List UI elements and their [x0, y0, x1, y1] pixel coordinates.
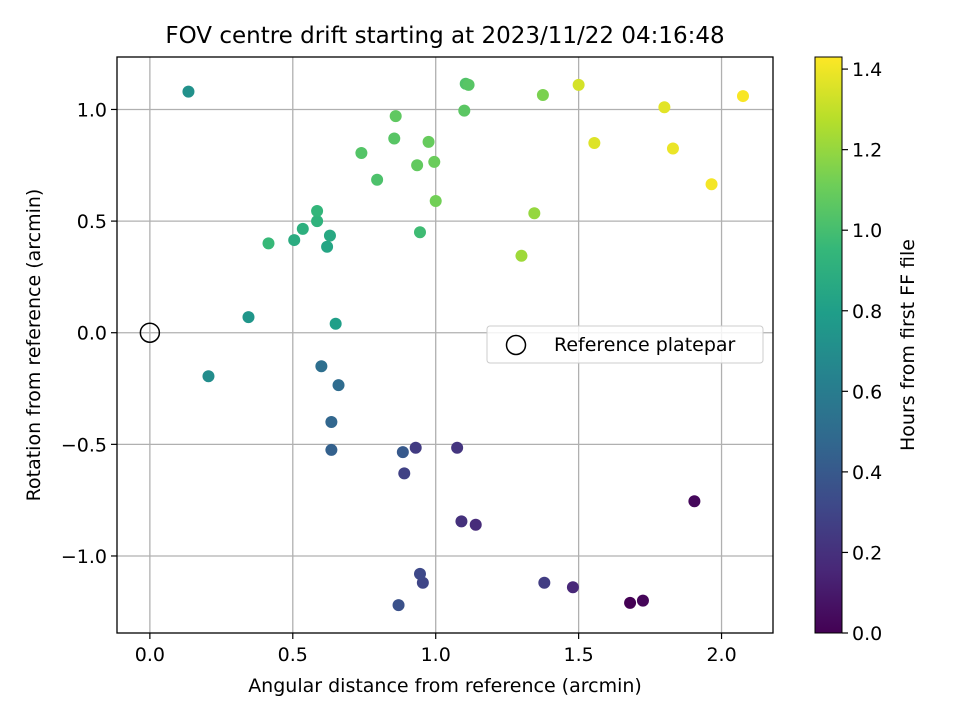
scatter-point	[428, 155, 441, 168]
scatter-point	[413, 226, 426, 239]
scatter-point	[455, 515, 468, 528]
scatter-point	[515, 249, 528, 262]
x-tick-label: 0.0	[135, 644, 165, 666]
scatter-point	[409, 441, 422, 454]
scatter-point	[636, 594, 649, 607]
colorbar-tick-label: 1.2	[852, 140, 882, 162]
y-axis-ticks: −1.0 −0.5 0.0 0.5 1.0	[61, 99, 117, 568]
scatter-point	[311, 205, 324, 218]
scatter-point	[242, 311, 255, 324]
scatter-point	[572, 78, 585, 91]
scatter-point	[736, 90, 749, 103]
legend-entry-reference: Reference platepar	[554, 334, 736, 356]
legend-frame	[486, 325, 764, 364]
x-axis-label: Angular distance from reference (arcmin)	[248, 675, 642, 697]
scatter-point	[388, 132, 401, 145]
y-axis-label: Rotation from reference (arcmin)	[23, 189, 45, 502]
scatter-point	[528, 207, 541, 220]
scatter-point	[666, 142, 679, 155]
x-axis-ticks: 0.0 0.5 1.0 1.5 2.0	[135, 633, 737, 666]
scatter-point	[323, 229, 336, 242]
scatter-point	[469, 518, 482, 531]
y-tick-label: 0.5	[77, 211, 107, 233]
colorbar-tick-label: 0.8	[852, 301, 882, 323]
scatter-point	[296, 222, 309, 235]
scatter-point	[458, 104, 471, 117]
scatter-point	[688, 495, 701, 508]
scatter-point	[355, 147, 368, 159]
y-tick-label: 1.0	[77, 99, 107, 121]
colorbar-tick-label: 0.0	[852, 623, 882, 645]
x-tick-label: 1.0	[421, 644, 451, 666]
plot-frame	[116, 56, 774, 634]
chart-title: FOV centre drift starting at 2023/11/22 …	[165, 23, 724, 49]
scatter-point	[624, 596, 637, 609]
scatter-point	[398, 467, 411, 480]
scatter-point	[315, 360, 328, 373]
scatter-point	[182, 85, 195, 98]
scatter-point	[321, 240, 334, 253]
colorbar	[814, 56, 843, 634]
scatter-point	[202, 370, 215, 383]
scatter-point	[288, 234, 301, 247]
colorbar-ticks: 0.0 0.2 0.4 0.6 0.8 1.0 1.2 1.4	[842, 59, 882, 645]
x-tick-label: 1.5	[564, 644, 594, 666]
scatter-point	[429, 195, 442, 207]
y-tick-label: −0.5	[61, 434, 107, 456]
scatter-point	[332, 379, 345, 392]
scatter-point	[389, 110, 402, 123]
scatter-point	[392, 599, 405, 612]
scatter-point	[588, 136, 601, 149]
scatter-point	[411, 159, 424, 172]
scatter-point	[705, 178, 718, 191]
y-tick-label: −1.0	[61, 546, 107, 568]
x-tick-label: 0.5	[278, 644, 308, 666]
scatter-point	[566, 581, 579, 594]
colorbar-tick-label: 0.2	[852, 542, 882, 564]
scatter-point	[658, 101, 671, 114]
scatter-point	[451, 441, 464, 454]
scatter-point	[422, 135, 435, 148]
legend: Reference platepar	[486, 325, 764, 364]
colorbar-tick-label: 0.6	[852, 381, 882, 403]
scatter-point	[325, 443, 338, 456]
scatter-point	[538, 576, 551, 589]
colorbar-tick-label: 1.0	[852, 220, 882, 242]
scatter-point	[462, 78, 475, 91]
scatter-points	[139, 77, 749, 612]
scatter-point	[396, 446, 409, 459]
y-tick-label: 0.0	[77, 323, 107, 345]
colorbar-tick-label: 1.4	[852, 59, 882, 81]
colorbar-tick-label: 0.4	[852, 462, 882, 484]
scatter-point	[371, 173, 384, 186]
scatter-point	[262, 237, 275, 250]
scatter-point	[325, 416, 338, 429]
x-tick-label: 2.0	[706, 644, 736, 666]
reference-platepar-marker	[139, 322, 161, 343]
legend-reference-marker	[505, 334, 527, 356]
scatter-point	[536, 88, 549, 101]
scatter-point	[311, 215, 324, 228]
scatter-point	[413, 567, 426, 580]
scatter-point	[329, 317, 342, 330]
colorbar-label: Hours from first FF file	[897, 239, 919, 451]
